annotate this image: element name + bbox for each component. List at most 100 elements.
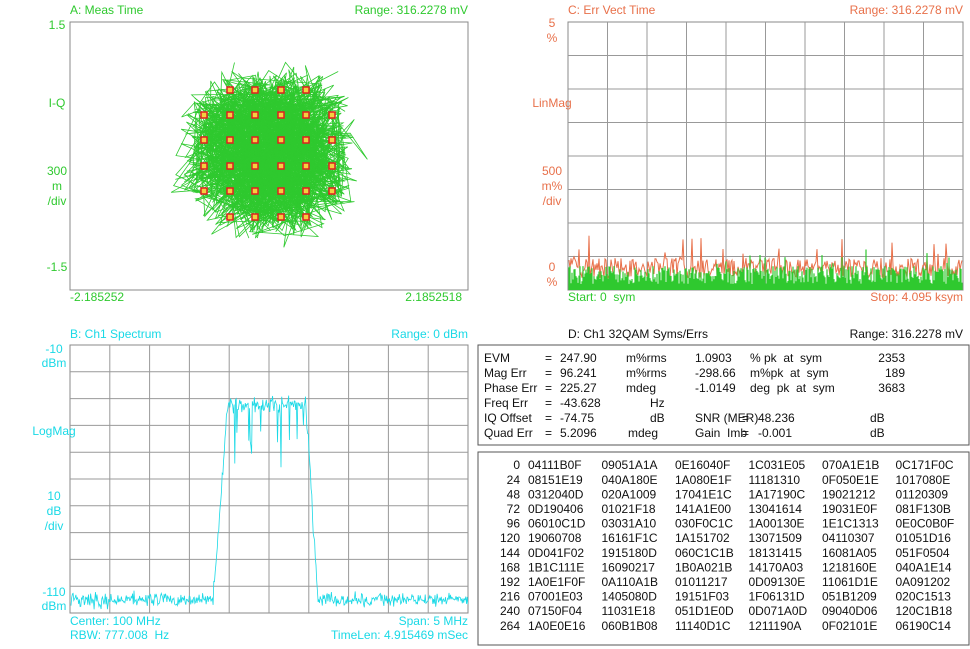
symbol-marker <box>302 213 310 221</box>
metric-cell: 48.236 <box>758 411 795 425</box>
y-label: 0 <box>549 260 556 274</box>
y-label: LinMag <box>532 96 571 110</box>
symbol-word: 0F050E1E <box>822 473 879 487</box>
spectrum-trace <box>70 395 468 610</box>
symbol-marker <box>302 86 310 94</box>
symbol-index: 240 <box>500 604 520 618</box>
symbol-marker <box>226 86 234 94</box>
symbol-marker <box>328 136 336 144</box>
metric-cell: IQ Offset <box>484 411 532 425</box>
trace-line <box>172 74 341 211</box>
symbol-marker <box>328 162 336 170</box>
symbol-word: 051D1E0D <box>675 604 734 618</box>
footer: RBW: 777.008 Hz <box>70 628 169 642</box>
symbol-word: 04111B0F <box>528 458 582 472</box>
symbol-word: 19031E0F <box>822 502 877 516</box>
symbol-index: 264 <box>500 619 520 633</box>
grids <box>70 22 963 613</box>
symbol-index: 120 <box>500 531 520 545</box>
metric-cell: Hz <box>650 396 665 410</box>
symbol-marker <box>302 111 310 119</box>
symbol-word: 11140D1C <box>675 619 731 633</box>
y-label: -110 <box>42 585 65 599</box>
symbol-word: 051B1209 <box>822 590 877 604</box>
symbol-word: 0E0C0B0F <box>896 517 955 531</box>
symbol-marker <box>328 111 336 119</box>
range: Range: 316.2278 mV <box>355 3 468 17</box>
symbol-marker <box>200 111 208 119</box>
symbol-word: 09051A1A <box>602 458 658 472</box>
y-label: dB <box>47 504 62 518</box>
footer: TimeLen: 4.915469 mSec <box>331 628 468 642</box>
metric-cell: dB <box>870 411 885 425</box>
y-label: 1.5 <box>49 18 66 32</box>
y-label: 300 <box>47 164 67 178</box>
metric-cell: SNR (MER) <box>695 411 758 425</box>
symbol-word: 18131415 <box>749 546 803 560</box>
symbol-index: 48 <box>507 487 521 501</box>
symbol-marker <box>251 213 259 221</box>
symbol-word: 19151F03 <box>675 590 729 604</box>
metric-cell: dB <box>870 426 885 440</box>
symbol-marker <box>277 86 285 94</box>
symbol-word: 1211190A <box>749 619 802 633</box>
metric-cell: 1.0903 <box>695 351 732 365</box>
symbol-word: 07150F04 <box>528 604 582 618</box>
symbol-word: 1915180D <box>602 546 658 560</box>
symbol-word: 120C1B18 <box>896 604 953 618</box>
symbol-marker <box>200 136 208 144</box>
symbol-word: 1405080D <box>602 590 658 604</box>
y-label: /div <box>543 194 562 208</box>
metric-cell: 247.90 <box>560 351 597 365</box>
start-label: Start: 0 sym <box>568 290 635 304</box>
metric-cell: Gain Imb <box>695 426 747 440</box>
metric-cell: mdeg <box>628 426 658 440</box>
symbol-word: 16161F1C <box>602 531 658 545</box>
symbol-word: 0D041F02 <box>528 546 584 560</box>
symbol-marker <box>277 213 285 221</box>
symbol-word: 060B1B08 <box>602 619 658 633</box>
metric-cell: = <box>742 426 749 440</box>
symbol-word: 1A00130E <box>749 517 805 531</box>
symbol-marker <box>226 162 234 170</box>
metric-cell: m%rms <box>626 366 667 380</box>
constellation-trace <box>170 61 368 248</box>
symbol-word: 1A080E1F <box>675 473 732 487</box>
metric-cell: deg pk at sym <box>750 381 835 395</box>
symbol-word: 0A091202 <box>896 575 951 589</box>
labels: A: Meas Time Range: 316.2278 mV1.5I-Q300m… <box>32 3 963 642</box>
metrics-box <box>477 344 970 446</box>
metric-cell: 3683 <box>878 381 905 395</box>
symbol-marker <box>328 187 336 195</box>
symbol-marker <box>302 187 310 195</box>
symbol-word: 08151E19 <box>528 473 583 487</box>
symbol-word: 01120309 <box>896 487 949 501</box>
symbol-word: 1C031E05 <box>749 458 806 472</box>
symbol-word: 0312040D <box>528 487 584 501</box>
symbol-marker <box>251 162 259 170</box>
symbol-index: 144 <box>500 546 520 560</box>
panel-title: C: Err Vect Time <box>568 3 656 17</box>
footer: Center: 100 MHz <box>70 614 161 628</box>
symbol-marker <box>200 162 208 170</box>
symbol-marker <box>277 162 285 170</box>
range: Range: 0 dBm <box>391 327 468 341</box>
metric-cell: m%rms <box>626 351 667 365</box>
y-label: m <box>52 179 62 193</box>
plot-frame <box>69 21 469 291</box>
metric-cell: = <box>545 411 552 425</box>
metric-cell: dB <box>650 411 665 425</box>
y-label: 500 <box>542 164 562 178</box>
symbol-word: 11181310 <box>749 473 801 487</box>
metric-cell: = <box>545 396 552 410</box>
y-label: dBm <box>42 356 67 370</box>
metric-cell: 5.2096 <box>560 426 597 440</box>
symbol-index: 0 <box>513 458 520 472</box>
symbols-box <box>477 451 970 646</box>
metric-cell: -298.66 <box>695 366 736 380</box>
y-label: m% <box>542 179 563 193</box>
symbol-word: 1A0E0E16 <box>528 619 586 633</box>
symbol-word: 01021F18 <box>602 502 656 516</box>
